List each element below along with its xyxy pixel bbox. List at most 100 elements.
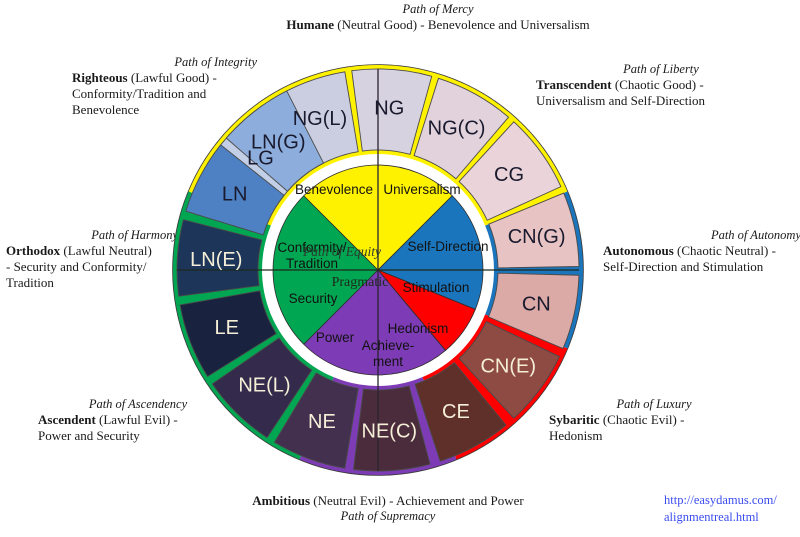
center-label: Pragmatic [332, 275, 389, 290]
callout-transcendent-bold: Transcendent [536, 77, 612, 93]
inner-label-self-direction: Self-Direction [407, 239, 488, 254]
callout-ascendent-line2: Power and Security [38, 428, 140, 444]
ring-segment-NG[interactable] [351, 68, 433, 155]
axis-lines-group [177, 69, 579, 471]
source-url-line2: alignmentreal.html [664, 509, 759, 524]
callout-righteous-line2: Conformity/Tradition and [72, 86, 207, 102]
inner-label-power: Power [316, 330, 355, 345]
callout-sybaritic-line1-rest: (Chaotic Evil) - [599, 412, 685, 428]
ring-segment-NE(L)[interactable] [211, 337, 313, 439]
inner-wedge-universalism[interactable] [377, 164, 453, 271]
inner-wedge-benevolence[interactable] [303, 164, 379, 271]
ring-segment-LN(E)[interactable] [176, 219, 263, 297]
ring-labels-group: LG NG(L) NG NG(C) CG CN(G) CN CN(E) CE NE(C) NE NE(… [190, 97, 565, 442]
callout-righteous-line1-rest: (Lawful Good) - [127, 70, 217, 86]
callout-transcendent-path: Path of Liberty [623, 62, 699, 76]
inner-label-benevolence: Benevolence [295, 182, 373, 197]
inner-label-achievement-line2: ment [373, 354, 403, 369]
ring-segment-CE[interactable] [414, 362, 507, 462]
callout-orthodox-line1-rest: (Lawful Neutral) [60, 243, 152, 259]
callout-sybaritic-path: Path of Luxury [616, 397, 692, 411]
ring-label-LE: LE [215, 317, 239, 339]
inner-label-conformity-tradition-line1: Conformity/ [277, 240, 346, 255]
callout-ascendent-line1-rest: (Lawful Evil) - [95, 412, 178, 428]
inner-label-stimulation: Stimulation [403, 280, 470, 295]
inner-label-power-line1: Power [316, 330, 355, 345]
inner-label-hedonism: Hedonism [388, 321, 449, 336]
inner-wedge-achievement[interactable] [377, 269, 446, 376]
callout-sybaritic-line1: Sybaritic (Chaotic Evil) - [549, 412, 759, 428]
inner-label-achievement: Achieve-ment [362, 338, 415, 369]
callout-transcendent-line1-rest: (Chaotic Good) - [611, 77, 704, 93]
callout-orthodox-line1: Orthodox (Lawful Neutral) [6, 243, 178, 259]
callout-orthodox-line3: Tradition [6, 274, 54, 290]
ring-label-LN: LN [222, 184, 248, 206]
callout-humane: Path of Mercy Humane (Neutral Good) - Be… [238, 2, 638, 33]
inner-label-conformity-tradition-line2: Tradition [286, 256, 338, 271]
ring-segment-CG[interactable] [458, 121, 562, 221]
ring-segment-NE[interactable] [274, 372, 359, 469]
inner-label-universalism-line1: Universalism [383, 182, 460, 197]
ring-segment-CN(G)[interactable] [488, 192, 580, 269]
inner-label-achievement-line1: Achieve- [362, 338, 415, 353]
ring-segment-LN[interactable] [185, 144, 285, 236]
ring-label-CN(E): CN(E) [480, 355, 536, 377]
ring-label-CE: CE [442, 401, 470, 423]
inner-wedge-security[interactable] [272, 269, 379, 345]
ring-label-CG: CG [494, 164, 524, 186]
callout-transcendent-line1: Transcendent (Chaotic Good) - [536, 77, 786, 93]
inner-wedge-power[interactable] [303, 269, 379, 376]
callout-righteous: Path of Integrity Righteous (Lawful Good… [72, 55, 257, 118]
callout-ambitious-bold: Ambitious [252, 493, 311, 508]
inner-label-universalism: Universalism [383, 182, 460, 197]
callout-humane-bold: Humane [286, 17, 335, 33]
callout-ascendent-path: Path of Ascendency [88, 397, 188, 411]
source-url-link[interactable]: http://easydamus.com/ alignmentreal.html [664, 492, 794, 526]
callout-transcendent-line2: Universalism and Self-Direction [536, 93, 705, 109]
callout-ambitious-path: Path of Supremacy [340, 508, 436, 523]
callout-righteous-bold: Righteous [72, 70, 128, 86]
ring-segment-CN(E)[interactable] [458, 321, 560, 419]
ring-label-NE: NE [308, 411, 336, 433]
ring-segment-LN(G)[interactable] [225, 90, 324, 192]
ring-label-NE(C): NE(C) [362, 421, 418, 443]
inner-wedge-conformity-tradition[interactable] [272, 195, 379, 271]
inner-label-benevolence-line1: Benevolence [295, 182, 373, 197]
callout-orthodox: Path of Harmony Orthodox (Lawful Neutral… [6, 228, 178, 291]
ring-label-CN: CN [522, 293, 551, 315]
callout-autonomous-line2: Self-Direction and Stimulation [603, 259, 764, 275]
callout-orthodox-path: Path of Harmony [91, 228, 178, 242]
ring-segment-NE(C)[interactable] [353, 385, 431, 472]
ring-segment-NG(C)[interactable] [413, 77, 509, 180]
callout-ascendent-bold: Ascendent [38, 412, 96, 428]
inner-label-security-line1: Security [289, 291, 338, 306]
inner-wedge-self-direction[interactable] [377, 195, 484, 271]
inner-label-stimulation-line1: Stimulation [403, 280, 470, 295]
callout-ascendent: Path of Ascendency Ascendent (Lawful Evi… [38, 397, 238, 444]
ring-label-LG: LG [247, 147, 274, 169]
ring-label-LN(E): LN(E) [190, 249, 242, 271]
callout-sybaritic-bold: Sybaritic [549, 412, 600, 428]
callout-autonomous: Path of Autonomy Autonomous (Chaotic Neu… [603, 228, 800, 275]
callout-sybaritic-line2: Hedonism [549, 428, 603, 444]
inner-label-hedonism-line1: Hedonism [388, 321, 449, 336]
ring-segment-CN[interactable] [488, 272, 580, 349]
callout-righteous-line3: Benevolence [72, 101, 140, 117]
ring-label-NG(L): NG(L) [293, 108, 347, 130]
ring-segment-LE[interactable] [179, 290, 277, 377]
callout-righteous-line1: Righteous (Lawful Good) - [72, 70, 257, 86]
callout-autonomous-line1: Autonomous (Chaotic Neutral) - [603, 243, 800, 259]
callout-sybaritic: Path of Luxury Sybaritic (Chaotic Evil) … [549, 397, 759, 444]
ring-label-NE(L): NE(L) [238, 375, 290, 397]
inner-label-conformity-tradition: Conformity/Tradition [277, 240, 346, 271]
inner-labels-group: Conformity/Tradition Benevolence Universal… [277, 182, 488, 369]
callout-autonomous-line1-rest: (Chaotic Neutral) - [673, 243, 776, 259]
callout-autonomous-path: Path of Autonomy [710, 228, 800, 242]
callout-orthodox-bold: Orthodox [6, 243, 61, 259]
callout-humane-rest: (Neutral Good) - Benevolence and Univers… [334, 17, 590, 33]
callout-autonomous-bold: Autonomous [603, 243, 674, 259]
callout-transcendent: Path of Liberty Transcendent (Chaotic Go… [536, 62, 786, 109]
callout-ascendent-line1: Ascendent (Lawful Evil) - [38, 412, 238, 428]
callout-ambitious: Ambitious (Neutral Evil) - Achievement a… [198, 493, 578, 524]
